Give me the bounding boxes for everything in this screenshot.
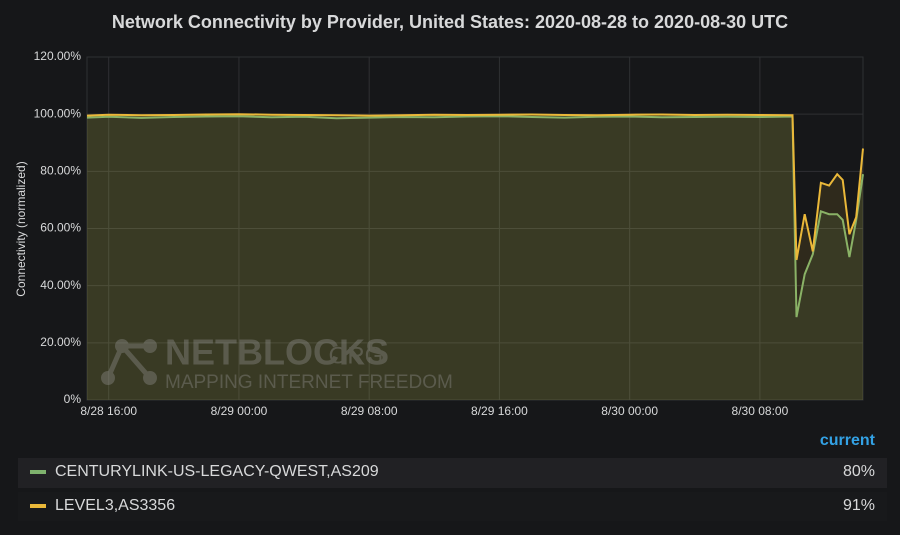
legend-value: 80% <box>843 463 875 480</box>
x-tick-label: 8/29 00:00 <box>211 404 268 418</box>
watermark-tagline: MAPPING INTERNET FREEDOM <box>165 372 453 393</box>
plot-border <box>86 56 864 401</box>
legend-label[interactable]: CENTURYLINK-US-LEGACY-QWEST,AS209 <box>55 463 379 480</box>
x-tick-label: 8/29 16:00 <box>471 404 528 418</box>
watermark-suffix: .ORG <box>322 342 383 369</box>
x-tick-label: 8/30 00:00 <box>601 404 658 418</box>
y-tick-label: 120.00% <box>34 49 82 63</box>
watermark-logo <box>101 339 157 385</box>
legend-row-bg <box>18 492 887 521</box>
watermark-name: NETBLOCKS <box>165 332 389 373</box>
area <box>87 114 863 400</box>
x-tick-label: 8/28 16:00 <box>80 404 137 418</box>
area <box>87 116 863 400</box>
watermark: NETBLOCKS .ORG MAPPING INTERNET FREEDOM <box>101 332 453 393</box>
y-tick-label: 20.00% <box>40 335 81 349</box>
line <box>86 113 864 261</box>
legend-value: 91% <box>843 497 875 514</box>
x-tick-label: 8/29 08:00 <box>341 404 398 418</box>
legend-header[interactable]: current <box>820 432 876 449</box>
y-tick-label: 100.00% <box>34 106 82 120</box>
line <box>86 115 864 318</box>
x-tick-label: 8/30 08:00 <box>732 404 789 418</box>
y-tick-label: 80.00% <box>40 164 81 178</box>
y-tick-label: 40.00% <box>40 278 81 292</box>
legend-label[interactable]: LEVEL3,AS3356 <box>55 497 175 514</box>
y-axis-label: Connectivity (normalized) <box>14 161 28 296</box>
legend-row-bg <box>18 458 887 488</box>
y-tick-label: 60.00% <box>40 221 81 235</box>
chart-title: Network Connectivity by Provider, United… <box>112 12 788 32</box>
y-tick-label: 0% <box>64 392 82 406</box>
